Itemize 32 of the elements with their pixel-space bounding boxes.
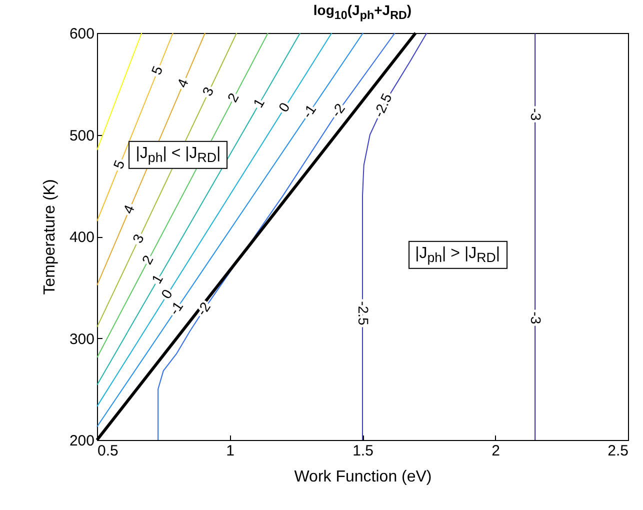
annotation: |J$_{ph}$| > |J$_{RD}$| — [408, 240, 508, 269]
text: 4 — [120, 202, 138, 216]
text: 3 — [198, 84, 217, 98]
text: -2.5 — [356, 301, 372, 326]
text: 4 — [174, 76, 192, 90]
x-axis-title: Work Function (eV) — [294, 468, 432, 486]
y-axis-title: Temperature (K) — [41, 179, 58, 295]
y-tick-label: 200 — [69, 432, 94, 450]
text: -1 — [298, 102, 320, 121]
text: -3 — [528, 108, 544, 121]
x-tick-label: 1 — [226, 442, 234, 460]
text: 2 — [224, 90, 242, 105]
text: 5 — [110, 158, 128, 171]
annotation: |J$_{ph}$| < |J$_{RD}$| — [128, 141, 228, 170]
text: 1 — [148, 271, 166, 286]
y-tick-label: 300 — [69, 330, 94, 348]
y-tick-label: 500 — [69, 127, 94, 144]
x-tick-label: 0.5 — [98, 442, 118, 460]
text: 0 — [275, 99, 293, 115]
text: 3 — [129, 231, 147, 246]
text: -2.5 — [370, 90, 395, 120]
x-tick-label: 2.5 — [608, 442, 628, 460]
text: 1 — [250, 96, 268, 110]
text: 2 — [138, 252, 156, 267]
text: -2 — [328, 100, 348, 120]
text: -3 — [528, 312, 544, 324]
y-tick-label: 400 — [69, 229, 94, 246]
chart-title: log$_{10}$(J$_{ph}$+J$_{RD}$) — [313, 2, 412, 22]
text: 5 — [148, 64, 166, 77]
y-tick-label: 600 — [69, 26, 94, 42]
x-tick-label: 2 — [492, 442, 500, 460]
x-tick-label: 1.5 — [352, 442, 374, 460]
